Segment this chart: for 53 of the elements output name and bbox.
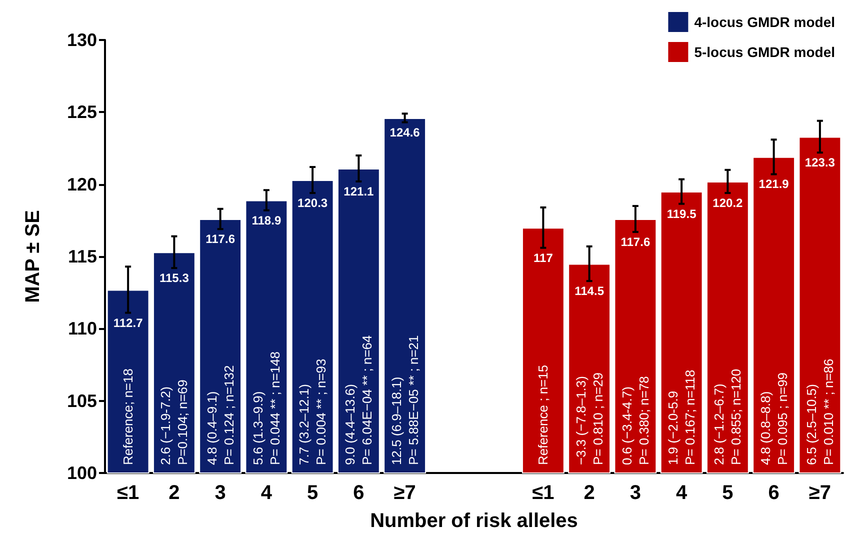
annotation: 6.5 (2.5–10.5) P= 0.010 ** ; n=86	[804, 358, 836, 465]
data-label: 120.2	[712, 196, 744, 210]
y-tick-label: 120	[66, 174, 97, 194]
annotation: 7.7 (3.2–12.1) P= 0.004 ** ; n=93	[296, 358, 329, 465]
y-tick-label: 125	[66, 102, 97, 122]
annotation: 0.6 (−3.4-4.7) P= 0.380; n=78	[619, 376, 652, 465]
y-tick-label: 105	[66, 390, 97, 411]
x-tick-label: 6	[353, 482, 364, 504]
x-tick-label: 4	[260, 482, 273, 504]
x-tick-label: 3	[630, 482, 641, 504]
data-label: 118.9	[252, 213, 282, 228]
x-tick-label: 4	[676, 482, 688, 504]
data-label: 117.6	[620, 234, 650, 249]
x-tick-label: ≥7	[394, 482, 416, 504]
x-axis-title: Number of risk alleles	[370, 510, 578, 532]
x-tick-label: ≤1	[532, 482, 554, 504]
data-label: 117	[534, 250, 554, 265]
data-label: 114.5	[574, 284, 604, 298]
x-tick-label: 2	[584, 482, 595, 504]
data-label: 121.1	[344, 184, 374, 198]
y-axis-title: MAP ± SE	[22, 210, 44, 303]
data-label: 120.3	[298, 196, 328, 210]
data-label: 115.3	[160, 271, 190, 286]
legend-label: 5-locus GMDR model	[694, 44, 836, 60]
data-label: 119.5	[666, 206, 697, 221]
data-label: 117.6	[206, 232, 236, 246]
x-tick-label: 6	[768, 482, 780, 504]
x-tick-label: ≥7	[808, 482, 831, 504]
annotation: −3.3 (−7.8–1.3) P= 0.810 ; n=29	[573, 372, 606, 465]
annotation: 1.9 (−2.0-5.9 P= 0.167; n=118	[666, 370, 698, 465]
x-tick-label: ≤1	[117, 482, 140, 504]
annotation: 4.8 (0.4–9.1) P= 0.124 ; n=132	[204, 365, 236, 465]
y-tick-label: 110	[68, 318, 97, 339]
annotation: 5.6 (1.3–9.9) P= 0.044 ** ; n=148	[250, 352, 282, 465]
x-tick-label: 5	[307, 482, 318, 504]
annotation: 12.5 (6.9–18.1) P= 5.88E−05 ** ; n=21	[388, 335, 421, 465]
annotation: 2.8 (−1.2–6.7) P= 0.855; n=120	[712, 368, 744, 465]
x-tick-label: 5	[722, 482, 734, 504]
y-tick-label: 130	[66, 30, 97, 50]
annotation: Reference ; n=15	[536, 364, 551, 465]
annotation: 4.8 (0.8–8.8) P= 0.095 ; n=99	[758, 372, 790, 465]
y-tick-label: 115	[68, 246, 97, 266]
annotation: 9.0 (4.4–13.6) P= 6.04E−04 ** ; n=64	[342, 335, 375, 465]
annotation: 2.6 (−1.9-7.2) P=0.104; n=69	[158, 380, 190, 465]
data-label: 123.3	[804, 156, 836, 170]
y-tick-label: 100	[66, 463, 97, 483]
x-tick-label: 3	[214, 482, 226, 504]
annotation: Reference; n=18	[120, 368, 136, 465]
legend-label: 4-locus GMDR model	[694, 14, 836, 30]
data-label: 112.7	[113, 316, 144, 330]
data-label: 124.6	[390, 125, 420, 140]
x-tick-label: 2	[168, 482, 180, 504]
data-label: 121.9	[758, 177, 790, 192]
